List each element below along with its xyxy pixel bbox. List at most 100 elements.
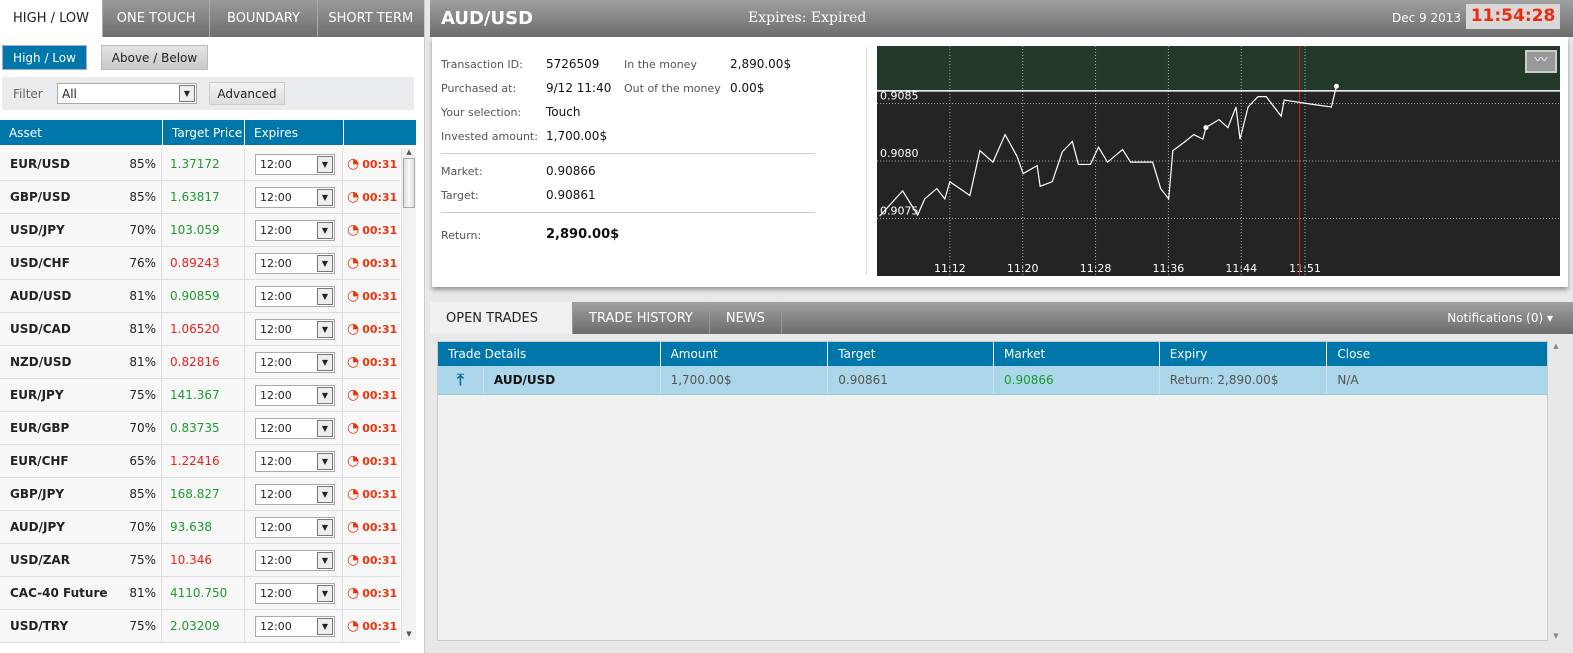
asset-row[interactable]: AUD/USD 81% 0.90859 12:00 ▼ ◔ 00:31 bbox=[0, 280, 400, 313]
trade-close: N/A bbox=[1337, 373, 1359, 387]
x-tick-label: 11:44 bbox=[1225, 262, 1257, 275]
filter-select[interactable]: All ▼ bbox=[57, 83, 197, 104]
payout-pct: 81% bbox=[129, 289, 156, 303]
asset-name: USD/CAD bbox=[10, 322, 71, 336]
asset-row[interactable]: USD/TRY 75% 2.03209 12:00 ▼ ◔ 00:31 bbox=[0, 610, 400, 643]
tab-open-trades[interactable]: OPEN TRADES bbox=[430, 302, 573, 334]
asset-row[interactable]: USD/CAD 81% 1.06520 12:00 ▼ ◔ 00:31 bbox=[0, 313, 400, 346]
asset-name: EUR/CHF bbox=[10, 454, 69, 468]
expiry-select[interactable]: 12:00 ▼ bbox=[255, 384, 335, 406]
notifications-dropdown[interactable]: Notifications (0) ▾ bbox=[1447, 311, 1553, 325]
clock-icon: ◔ bbox=[347, 288, 360, 304]
asset-row[interactable]: USD/ZAR 75% 10.346 12:00 ▼ ◔ 00:31 bbox=[0, 544, 400, 577]
expiry-select[interactable]: 12:00 ▼ bbox=[255, 417, 335, 439]
tab-short-term[interactable]: SHORT TERM bbox=[316, 0, 424, 37]
countdown: 00:31 bbox=[362, 322, 398, 336]
target-price: 103.059 bbox=[162, 214, 245, 246]
expiry-value: 12:00 bbox=[260, 289, 292, 303]
tab-news[interactable]: NEWS bbox=[710, 302, 782, 334]
countdown: 00:31 bbox=[362, 256, 398, 270]
payout-pct: 75% bbox=[129, 388, 156, 402]
asset-row[interactable]: GBP/USD 85% 1.63817 12:00 ▼ ◔ 00:31 bbox=[0, 181, 400, 214]
open-trades-table: Trade Details Amount Target Market Expir… bbox=[437, 341, 1559, 641]
expiry-select[interactable]: 12:00 ▼ bbox=[255, 219, 335, 241]
expiry-select[interactable]: 12:00 ▼ bbox=[255, 615, 335, 637]
asset-row[interactable]: EUR/CHF 65% 1.22416 12:00 ▼ ◔ 00:31 bbox=[0, 445, 400, 478]
expiry-value: 12:00 bbox=[260, 520, 292, 534]
asset-row[interactable]: AUD/JPY 70% 93.638 12:00 ▼ ◔ 00:31 bbox=[0, 511, 400, 544]
return-value: 2,890.00$ bbox=[546, 227, 620, 242]
chevron-down-icon: ▼ bbox=[317, 221, 333, 239]
target-price: 1.37172 bbox=[162, 148, 245, 180]
expiry-select[interactable]: 12:00 ▼ bbox=[255, 285, 335, 307]
asset-cell: USD/JPY 70% bbox=[0, 214, 162, 246]
asset-row[interactable]: NZD/USD 81% 0.82816 12:00 ▼ ◔ 00:31 bbox=[0, 346, 400, 379]
price-line bbox=[879, 86, 1338, 217]
out-of-money-value: 0.00$ bbox=[730, 81, 765, 95]
asset-cell: GBP/JPY 85% bbox=[0, 478, 162, 510]
countdown: 00:31 bbox=[362, 421, 398, 435]
col-expires: Expires bbox=[245, 120, 344, 145]
divider bbox=[441, 153, 815, 154]
target-price: 93.638 bbox=[162, 511, 245, 543]
expiry-value: 12:00 bbox=[260, 322, 292, 336]
asset-list-scrollbar[interactable]: ▲ ▼ bbox=[401, 148, 416, 640]
purchase-marker bbox=[1203, 125, 1209, 131]
clock-icon: ◔ bbox=[347, 255, 360, 271]
asset-row[interactable]: USD/CHF 76% 0.89243 12:00 ▼ ◔ 00:31 bbox=[0, 247, 400, 280]
x-tick-label: 11:12 bbox=[934, 262, 966, 275]
expiry-select[interactable]: 12:00 ▼ bbox=[255, 252, 335, 274]
high-low-button[interactable]: High / Low bbox=[2, 45, 87, 70]
asset-row[interactable]: EUR/JPY 75% 141.367 12:00 ▼ ◔ 00:31 bbox=[0, 379, 400, 412]
purchased-value: 9/12 11:40 bbox=[546, 81, 612, 95]
asset-row[interactable]: EUR/USD 85% 1.37172 12:00 ▼ ◔ 00:31 bbox=[0, 148, 400, 181]
tab-high-low[interactable]: HIGH / LOW bbox=[0, 0, 102, 37]
advanced-button[interactable]: Advanced bbox=[209, 82, 285, 105]
expiry-select[interactable]: 12:00 ▼ bbox=[255, 450, 335, 472]
target-value: 0.90861 bbox=[546, 188, 596, 202]
asset-row[interactable]: GBP/JPY 85% 168.827 12:00 ▼ ◔ 00:31 bbox=[0, 478, 400, 511]
payout-pct: 85% bbox=[129, 487, 156, 501]
expiry-select[interactable]: 12:00 ▼ bbox=[255, 516, 335, 538]
clock-icon: ◔ bbox=[347, 519, 360, 535]
asset-row[interactable]: USD/JPY 70% 103.059 12:00 ▼ ◔ 00:31 bbox=[0, 214, 400, 247]
chevron-down-icon: ▼ bbox=[317, 551, 333, 569]
clock-icon: ◔ bbox=[347, 354, 360, 370]
asset-name: CAC-40 Future bbox=[10, 586, 108, 600]
tab-trade-history[interactable]: TRADE HISTORY bbox=[573, 302, 710, 334]
expiry-select[interactable]: 12:00 ▼ bbox=[255, 351, 335, 373]
clock-icon: ◔ bbox=[347, 552, 360, 568]
expiry-select[interactable]: 12:00 ▼ bbox=[255, 582, 335, 604]
clock: 11:54:28 bbox=[1466, 4, 1560, 29]
tab-one-touch[interactable]: ONE TOUCH bbox=[102, 0, 210, 37]
trades-scrollbar[interactable]: ▲ ▼ bbox=[1553, 342, 1559, 640]
purchased-label: Purchased at: bbox=[441, 82, 517, 95]
expiry-select[interactable]: 12:00 ▼ bbox=[255, 318, 335, 340]
y-tick-label: 0.9080 bbox=[880, 147, 919, 160]
col-target: Target bbox=[828, 342, 994, 366]
expiry-select[interactable]: 12:00 ▼ bbox=[255, 549, 335, 571]
asset-name: EUR/JPY bbox=[10, 388, 64, 402]
tab-boundary[interactable]: BOUNDARY bbox=[209, 0, 317, 37]
expiry-value: 12:00 bbox=[260, 421, 292, 435]
target-price: 10.346 bbox=[162, 544, 245, 576]
chart-type-icon[interactable]: 〰 bbox=[1525, 50, 1557, 73]
target-price: 0.83735 bbox=[162, 412, 245, 444]
payout-pct: 81% bbox=[129, 355, 156, 369]
table-row[interactable]: ⤒ AUD/USD 1,700.00$ 0.90861 0.90866 Retu… bbox=[438, 366, 1547, 395]
y-tick-label: 0.9085 bbox=[880, 90, 919, 103]
asset-row[interactable]: EUR/GBP 70% 0.83735 12:00 ▼ ◔ 00:31 bbox=[0, 412, 400, 445]
asset-row[interactable]: CAC-40 Future 81% 4110.750 12:00 ▼ ◔ 00:31 bbox=[0, 577, 400, 610]
in-the-money-label: In the money bbox=[624, 58, 697, 71]
expiry-select[interactable]: 12:00 ▼ bbox=[255, 153, 335, 175]
asset-cell: USD/ZAR 75% bbox=[0, 544, 162, 576]
x-tick-label: 11:51 bbox=[1289, 262, 1321, 275]
left-panel: HIGH / LOW ONE TOUCH BOUNDARY SHORT TERM… bbox=[0, 0, 425, 653]
trade-market: 0.90866 bbox=[994, 366, 1160, 394]
above-below-button[interactable]: Above / Below bbox=[101, 45, 208, 70]
trades-header: Trade Details Amount Target Market Expir… bbox=[438, 342, 1547, 366]
target-price: 1.06520 bbox=[162, 313, 245, 345]
expiry-select[interactable]: 12:00 ▼ bbox=[255, 483, 335, 505]
expiry-select[interactable]: 12:00 ▼ bbox=[255, 186, 335, 208]
scrollbar-thumb[interactable] bbox=[403, 158, 415, 208]
